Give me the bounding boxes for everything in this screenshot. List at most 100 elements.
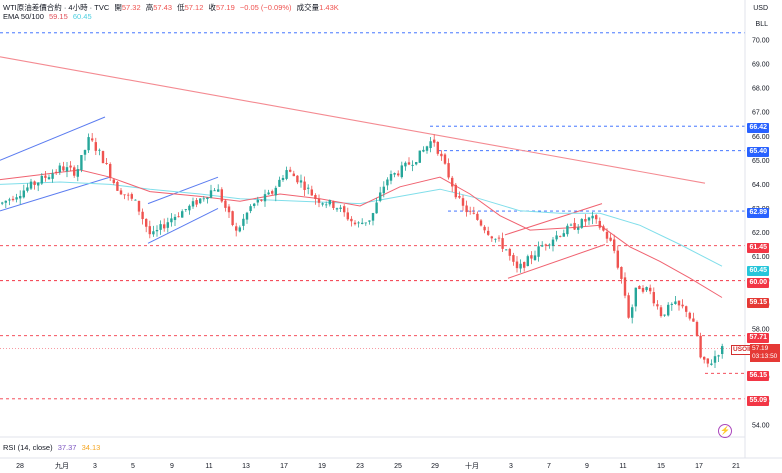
candle-body	[451, 177, 454, 187]
candle-body	[501, 238, 504, 249]
candle-body	[436, 141, 439, 154]
close-value: 57.19	[215, 3, 235, 12]
candle-body	[472, 212, 475, 214]
candle-body	[425, 146, 429, 151]
candle-body	[55, 171, 58, 173]
candle-body	[580, 219, 583, 228]
candle-body	[317, 198, 321, 203]
candle-body	[152, 231, 155, 235]
level-tag-59-15: 59.15	[747, 298, 769, 308]
candle-body	[681, 304, 684, 307]
bar-countdown: 03:13:50	[752, 353, 778, 360]
ema-value-2: 60.45	[72, 12, 92, 21]
lightning-icon[interactable]: ⚡	[718, 424, 732, 438]
candle-body	[415, 162, 418, 165]
time-tick-label: 3	[93, 463, 97, 470]
candle-body	[699, 335, 702, 358]
time-tick-label: 21	[732, 463, 740, 470]
time-tick-label: 15	[657, 463, 665, 470]
candle-body	[274, 187, 277, 196]
candle-body	[551, 239, 555, 246]
price-tick-label: 70.00	[752, 38, 770, 45]
candle-body	[364, 222, 367, 224]
candle-body	[29, 181, 33, 189]
time-tick-label: 29	[431, 463, 439, 470]
candle-body	[267, 192, 270, 195]
candle-body	[11, 198, 15, 201]
candle-body	[1, 202, 4, 204]
candle-body	[634, 287, 637, 307]
time-tick-label: 17	[280, 463, 288, 470]
candle-body	[418, 150, 421, 163]
candle-body	[627, 295, 630, 318]
candle-body	[73, 167, 76, 176]
price-tick-label: 68.00	[752, 86, 770, 93]
candle-body	[566, 225, 569, 235]
candle-body	[112, 179, 115, 183]
change-value: −0.05 (−0.09%)	[239, 3, 292, 12]
candle-body	[519, 263, 522, 269]
candle-body	[623, 277, 627, 296]
time-tick-label: 11	[619, 463, 626, 470]
candle-body	[51, 173, 54, 179]
candle-body	[616, 250, 619, 268]
candle-body	[559, 236, 562, 237]
candle-body	[281, 177, 285, 181]
candle-body	[497, 237, 501, 239]
open-label: 開	[114, 3, 122, 12]
time-tick-label: 九月	[55, 461, 69, 470]
candle-body	[62, 166, 65, 171]
candle-body	[105, 163, 108, 164]
candle-body	[206, 197, 209, 200]
candle-body	[526, 256, 529, 267]
rsi-legend[interactable]: RSI (14, close) 37.37 34.13	[3, 443, 103, 452]
candle-body	[292, 173, 295, 177]
candle-body	[587, 217, 591, 221]
time-tick-label: 23	[356, 463, 364, 470]
candle-body	[130, 194, 133, 199]
channel-lower-line	[0, 176, 111, 212]
candle-body	[422, 149, 425, 152]
candle-body	[706, 358, 709, 364]
level-tag-55-09: 55.09	[747, 396, 769, 406]
candle-body	[22, 190, 25, 198]
horizontal-levels	[0, 32, 745, 400]
candle-body	[717, 355, 720, 357]
candle-body	[101, 151, 105, 164]
candle-body	[692, 318, 695, 322]
candle-body	[649, 287, 652, 292]
candle-body	[487, 230, 490, 235]
time-tick-label: 3	[509, 463, 513, 470]
level-tag-60-45: 60.45	[747, 266, 769, 276]
candle-body	[440, 153, 443, 157]
candle-body	[458, 196, 461, 198]
candle-body	[371, 213, 375, 221]
candle-body	[379, 192, 382, 201]
candle-body	[26, 187, 29, 191]
candle-body	[188, 205, 191, 211]
price-tick-label: 61.00	[752, 254, 770, 261]
channel2-upper-line	[147, 176, 219, 205]
candle-body	[321, 203, 324, 205]
candle-body	[47, 177, 51, 180]
time-tick-label: 11	[205, 463, 212, 470]
currency-selector[interactable]: USD BLL	[753, 4, 768, 29]
candle-body	[397, 173, 400, 176]
candle-body	[670, 303, 673, 305]
candle-body	[357, 222, 360, 224]
candle-body	[220, 189, 223, 202]
candle-body	[476, 213, 479, 220]
candle-body	[584, 219, 587, 222]
time-tick-label: 9	[170, 463, 174, 470]
candle-body	[595, 215, 598, 220]
symbol-title[interactable]: WTI原油差價合約 · 4小時 · TVC	[3, 3, 110, 12]
level-tag-60-00: 60.00	[747, 278, 769, 288]
candle-body	[530, 255, 533, 259]
candle-body	[58, 165, 61, 173]
candle-body	[350, 218, 353, 222]
candle-body	[659, 307, 663, 317]
ema-legend[interactable]: EMA 50/100 59.15 60.45	[3, 12, 95, 21]
candle-body	[191, 201, 195, 207]
